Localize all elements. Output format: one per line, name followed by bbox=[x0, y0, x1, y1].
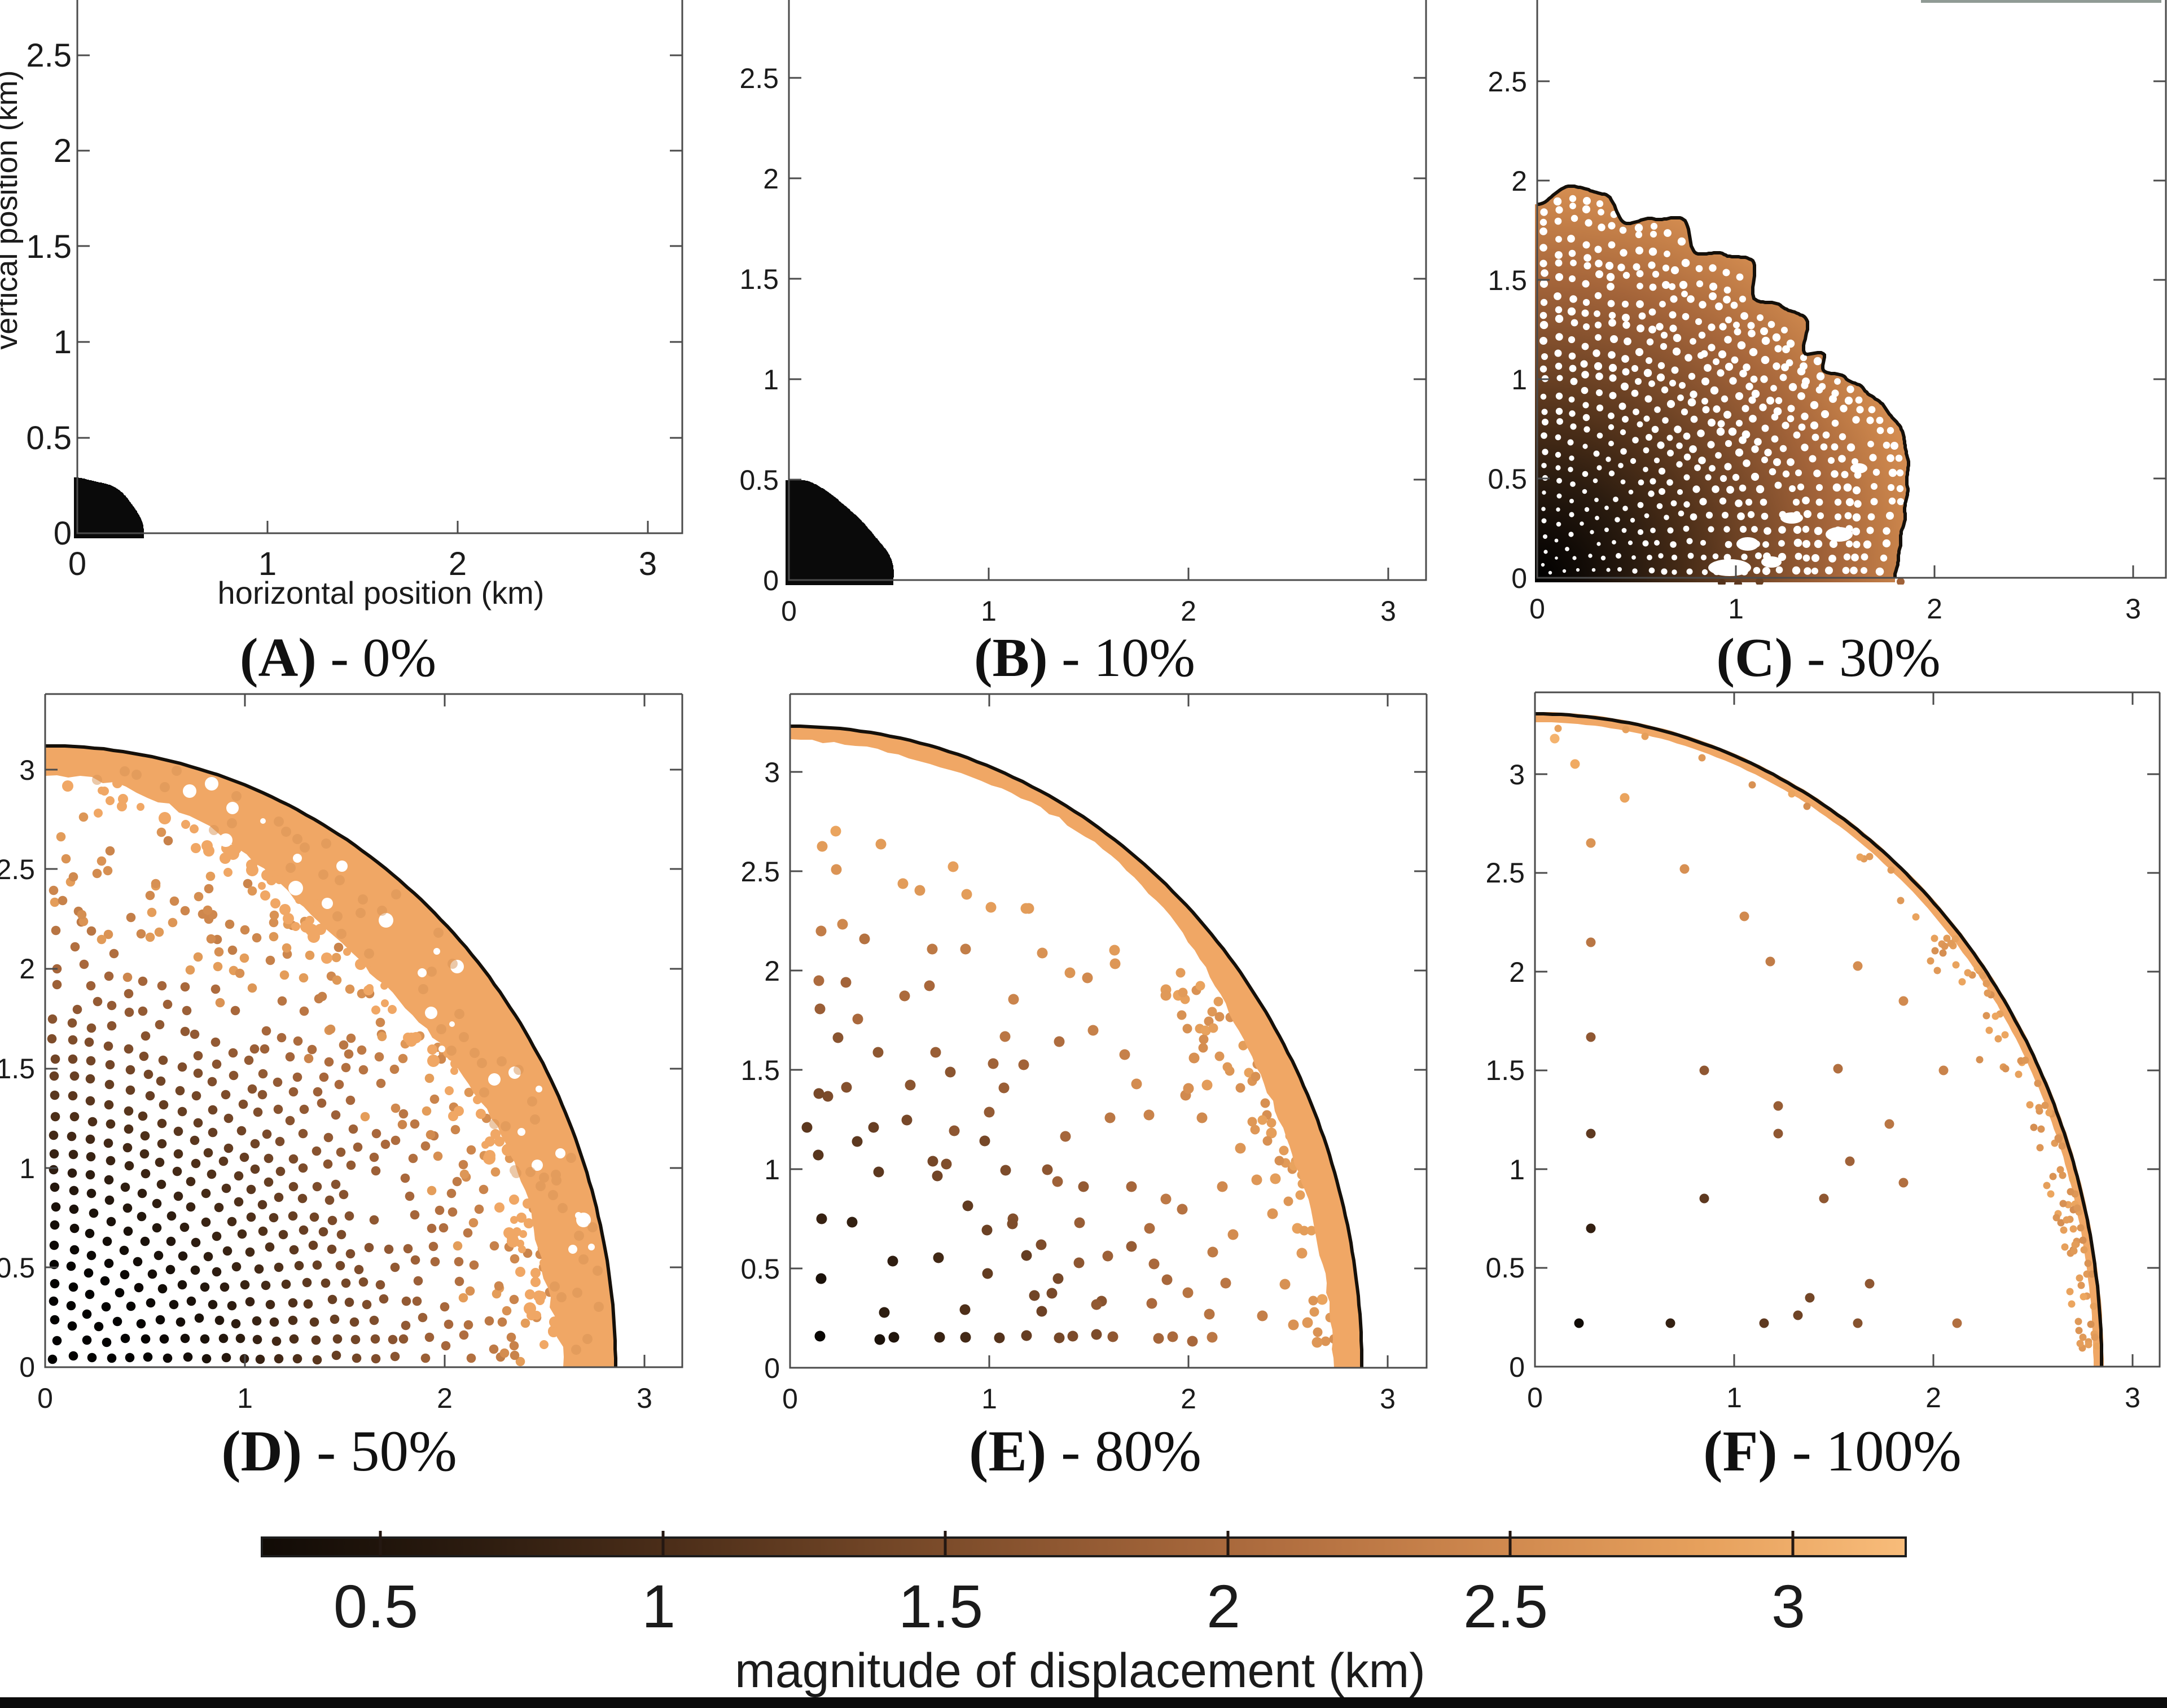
svg-text:0: 0 bbox=[54, 515, 72, 552]
svg-text:3: 3 bbox=[764, 757, 780, 788]
svg-text:1: 1 bbox=[1509, 1154, 1525, 1185]
svg-text:0: 0 bbox=[763, 565, 779, 596]
svg-text:2: 2 bbox=[1509, 956, 1525, 988]
svg-text:2: 2 bbox=[1927, 593, 1942, 625]
svg-text:0: 0 bbox=[782, 1383, 798, 1415]
svg-text:1: 1 bbox=[1726, 1382, 1742, 1413]
svg-text:0: 0 bbox=[781, 595, 797, 627]
svg-text:0: 0 bbox=[1511, 563, 1527, 594]
svg-text:1.5: 1.5 bbox=[1485, 1055, 1525, 1086]
svg-text:1: 1 bbox=[981, 1383, 997, 1415]
svg-text:1.5: 1.5 bbox=[1488, 265, 1527, 296]
svg-text:2.5: 2.5 bbox=[26, 37, 72, 74]
svg-text:(A) - 0%: (A) - 0% bbox=[240, 627, 436, 688]
svg-text:horizontal position (km): horizontal position (km) bbox=[218, 575, 545, 611]
svg-text:0: 0 bbox=[68, 546, 86, 582]
svg-text:0: 0 bbox=[19, 1351, 35, 1383]
svg-text:0.5: 0.5 bbox=[334, 1572, 418, 1640]
svg-text:1.5: 1.5 bbox=[26, 229, 72, 265]
svg-text:1: 1 bbox=[763, 364, 779, 396]
svg-text:0.5: 0.5 bbox=[1488, 463, 1527, 495]
svg-text:0.5: 0.5 bbox=[1485, 1252, 1525, 1284]
svg-text:2.5: 2.5 bbox=[1463, 1572, 1548, 1640]
svg-text:0: 0 bbox=[1527, 1382, 1543, 1413]
svg-text:3: 3 bbox=[19, 754, 35, 786]
svg-text:(B) - 10%: (B) - 10% bbox=[974, 627, 1195, 688]
svg-text:2.5: 2.5 bbox=[1485, 857, 1525, 889]
svg-text:0.5: 0.5 bbox=[0, 1252, 35, 1284]
svg-text:3: 3 bbox=[1380, 595, 1396, 627]
svg-text:vertical position (km): vertical position (km) bbox=[0, 70, 24, 349]
svg-text:2: 2 bbox=[437, 1382, 453, 1414]
svg-text:1: 1 bbox=[764, 1154, 780, 1185]
svg-text:0.5: 0.5 bbox=[26, 420, 72, 456]
svg-text:2: 2 bbox=[763, 163, 779, 195]
svg-text:2: 2 bbox=[764, 955, 780, 987]
svg-text:(F) - 100%: (F) - 100% bbox=[1703, 1419, 1962, 1483]
svg-text:2: 2 bbox=[1511, 165, 1527, 197]
svg-text:1.5: 1.5 bbox=[740, 1055, 780, 1086]
svg-text:1: 1 bbox=[54, 324, 72, 361]
svg-text:1.5: 1.5 bbox=[739, 264, 779, 295]
svg-text:0: 0 bbox=[1509, 1351, 1525, 1383]
svg-text:(E) - 80%: (E) - 80% bbox=[969, 1419, 1201, 1483]
svg-text:3: 3 bbox=[637, 1382, 652, 1414]
svg-text:2: 2 bbox=[19, 953, 35, 985]
svg-text:(C) - 30%: (C) - 30% bbox=[1716, 627, 1940, 688]
svg-text:0.5: 0.5 bbox=[739, 464, 779, 496]
svg-text:2: 2 bbox=[1181, 1383, 1196, 1415]
svg-text:2: 2 bbox=[449, 546, 467, 582]
svg-text:3: 3 bbox=[1380, 1383, 1396, 1415]
svg-text:2.5: 2.5 bbox=[740, 856, 780, 888]
svg-text:(D) - 50%: (D) - 50% bbox=[221, 1419, 457, 1483]
svg-text:1: 1 bbox=[258, 546, 277, 582]
svg-text:1: 1 bbox=[981, 595, 997, 627]
svg-text:1: 1 bbox=[1728, 593, 1744, 625]
svg-text:2: 2 bbox=[1207, 1572, 1240, 1640]
svg-text:3: 3 bbox=[2125, 1382, 2140, 1413]
svg-text:1.5: 1.5 bbox=[898, 1572, 983, 1640]
svg-text:2: 2 bbox=[54, 133, 72, 169]
svg-text:0: 0 bbox=[764, 1353, 780, 1384]
svg-text:2.5: 2.5 bbox=[739, 63, 779, 94]
svg-text:3: 3 bbox=[1509, 759, 1525, 791]
svg-text:3: 3 bbox=[639, 546, 657, 582]
svg-text:2.5: 2.5 bbox=[1488, 66, 1527, 98]
svg-text:3: 3 bbox=[1771, 1572, 1805, 1640]
svg-text:1: 1 bbox=[237, 1382, 253, 1414]
svg-text:magnitude of displacement (km): magnitude of displacement (km) bbox=[735, 1644, 1425, 1698]
svg-text:2: 2 bbox=[1925, 1382, 1941, 1413]
svg-text:2.5: 2.5 bbox=[0, 854, 35, 885]
svg-text:0: 0 bbox=[37, 1382, 53, 1414]
svg-text:1: 1 bbox=[642, 1572, 675, 1640]
svg-text:3: 3 bbox=[2125, 593, 2141, 625]
svg-text:0: 0 bbox=[1529, 593, 1545, 625]
svg-text:1: 1 bbox=[19, 1153, 35, 1184]
svg-text:1.5: 1.5 bbox=[0, 1053, 35, 1084]
svg-text:1: 1 bbox=[1511, 364, 1527, 396]
svg-text:0.5: 0.5 bbox=[740, 1253, 780, 1285]
svg-text:2: 2 bbox=[1181, 595, 1196, 627]
